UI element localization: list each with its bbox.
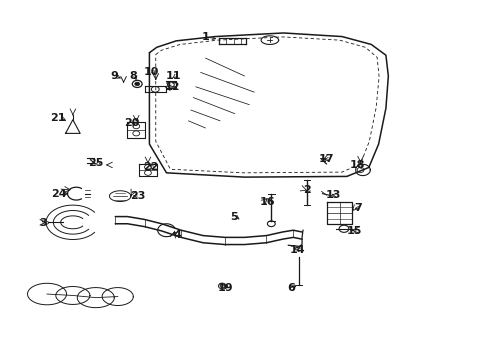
Text: 13: 13 — [325, 190, 340, 200]
Text: 15: 15 — [346, 226, 361, 236]
Text: 6: 6 — [286, 283, 294, 293]
Text: 17: 17 — [318, 154, 333, 164]
Text: 21: 21 — [50, 113, 66, 123]
Text: 10: 10 — [144, 67, 159, 77]
Text: 14: 14 — [289, 245, 305, 255]
Text: 22: 22 — [143, 162, 158, 172]
Text: 23: 23 — [130, 191, 145, 201]
Text: 24: 24 — [51, 189, 67, 199]
Text: 7: 7 — [353, 203, 361, 213]
Circle shape — [135, 82, 140, 86]
Text: 20: 20 — [123, 118, 139, 128]
Text: 2: 2 — [303, 185, 310, 195]
Text: 3: 3 — [40, 218, 47, 228]
Text: 16: 16 — [260, 197, 275, 207]
Text: 1: 1 — [201, 32, 209, 41]
Text: 19: 19 — [218, 283, 233, 293]
Text: 12: 12 — [164, 82, 180, 93]
Text: 11: 11 — [166, 71, 181, 81]
Text: 9: 9 — [110, 71, 118, 81]
Text: 25: 25 — [88, 158, 103, 168]
Text: 4: 4 — [173, 230, 181, 239]
Text: 8: 8 — [129, 71, 137, 81]
Text: 5: 5 — [229, 212, 237, 221]
Text: 18: 18 — [349, 160, 365, 170]
